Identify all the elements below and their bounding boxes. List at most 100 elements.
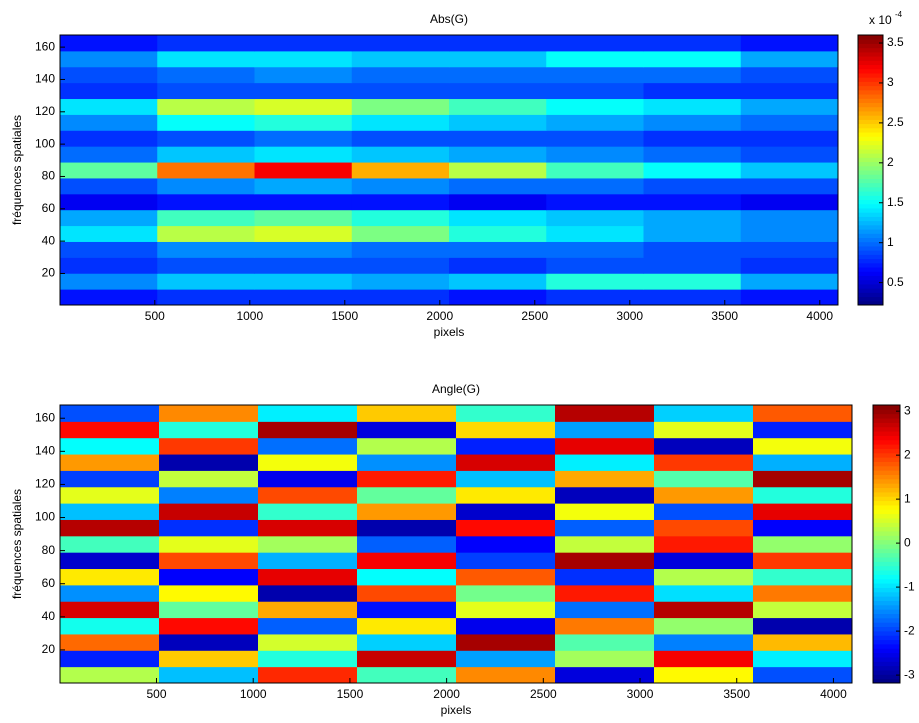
heat-cell — [643, 82, 742, 100]
colorbar-step — [858, 254, 883, 260]
heat-cell — [456, 666, 556, 684]
heat-cell — [753, 519, 853, 537]
colorbar-step — [858, 35, 883, 40]
heat-cell — [254, 130, 353, 147]
heat-cell — [740, 257, 839, 274]
heat-cell — [258, 470, 358, 488]
heat-cell — [357, 437, 457, 455]
heat-cell — [357, 486, 457, 504]
colorbar-tick-label: 1.5 — [887, 195, 904, 209]
heat-cell — [753, 666, 853, 684]
heat-cell — [654, 421, 754, 439]
colorbar-step — [873, 474, 900, 480]
heat-cell — [546, 35, 644, 52]
heat-cell — [449, 193, 547, 211]
chart-title: Angle(G) — [432, 382, 480, 396]
colorbar-step — [858, 292, 883, 298]
colorbar-tick-label: 2.5 — [887, 115, 904, 129]
colorbar-step — [873, 413, 900, 419]
heat-cell — [654, 666, 754, 684]
heat-cell — [555, 470, 655, 488]
heat-cell — [258, 503, 358, 520]
heat-cell — [351, 289, 450, 306]
colorbar-step — [858, 245, 883, 251]
heat-cell — [258, 405, 358, 422]
heat-cell — [357, 454, 457, 471]
heat-cell — [456, 650, 556, 668]
heat-cell — [351, 50, 450, 68]
heat-cell — [254, 289, 353, 306]
colorbar-step — [858, 233, 883, 238]
heat-cell — [254, 50, 353, 68]
heat-cell — [60, 454, 160, 471]
colorbar-tick-label: 3.5 — [887, 35, 904, 49]
heat-cell — [546, 50, 644, 68]
heat-cell — [753, 617, 853, 635]
heat-cell — [555, 454, 655, 471]
heat-cell — [60, 535, 160, 553]
heat-cell — [351, 209, 450, 227]
heat-cell — [654, 437, 754, 455]
colorbar-step — [873, 635, 900, 641]
heat-cell — [357, 470, 457, 488]
x-tick-label: 1500 — [331, 309, 358, 323]
colorbar-step — [858, 288, 883, 293]
y-tick-label: 20 — [42, 642, 56, 656]
heat-cell — [740, 193, 839, 211]
colorbar-step — [873, 444, 900, 449]
heat-cell — [357, 633, 457, 651]
colorbar-step — [873, 422, 900, 428]
colorbar-step — [858, 127, 883, 133]
colorbar-step — [858, 115, 883, 120]
heat-cell — [643, 257, 742, 274]
colorbar-step — [873, 483, 900, 489]
heat-cell — [254, 257, 353, 274]
heat-cell — [157, 209, 255, 227]
heat-cell — [159, 503, 259, 520]
colorbar-step — [858, 279, 883, 285]
heat-cell — [258, 535, 358, 553]
colorbar-step — [873, 552, 900, 558]
heat-cell — [351, 98, 450, 115]
x-tick-label: 500 — [145, 309, 165, 323]
heat-cell — [555, 617, 655, 635]
heat-cell — [159, 535, 259, 553]
colorbar-step — [873, 491, 900, 497]
heat-cell — [159, 584, 259, 602]
colorbar-step — [858, 98, 883, 103]
colorbar-step — [873, 570, 900, 575]
heat-cell — [258, 421, 358, 439]
colorbar-step — [873, 609, 900, 614]
heat-cell — [546, 98, 644, 115]
heat-cell — [159, 601, 259, 619]
heat-cell — [258, 633, 358, 651]
y-tick-label: 100 — [35, 510, 55, 524]
colorbar-step — [873, 622, 900, 628]
y-axis-label: fréquences spatiales — [10, 115, 24, 225]
heat-cell — [351, 146, 450, 163]
heat-cell — [456, 486, 556, 504]
colorbar-step — [858, 136, 883, 141]
colorbar-step — [873, 539, 900, 545]
colorbar-step — [873, 496, 900, 502]
colorbar-step — [873, 500, 900, 506]
colorbar-tick-label: 1 — [887, 235, 894, 249]
heat-cell — [740, 114, 839, 131]
heat-cell — [643, 177, 742, 195]
colorbar-step — [873, 530, 900, 536]
heat-cell — [740, 50, 839, 68]
heat-cell — [357, 601, 457, 619]
heat-cell — [449, 273, 547, 290]
x-tick-label: 1500 — [337, 687, 364, 701]
heat-cell — [157, 225, 255, 242]
heat-cell — [159, 519, 259, 537]
axes-frame — [59, 34, 839, 306]
colorbar-step — [873, 583, 900, 588]
heat-cell — [157, 273, 255, 290]
colorbar-step — [873, 548, 900, 554]
heat-cell — [643, 209, 742, 227]
heat-cell — [449, 66, 547, 84]
y-tick-label: 160 — [35, 410, 55, 424]
heat-cell — [449, 209, 547, 227]
heat-cell — [157, 177, 255, 195]
